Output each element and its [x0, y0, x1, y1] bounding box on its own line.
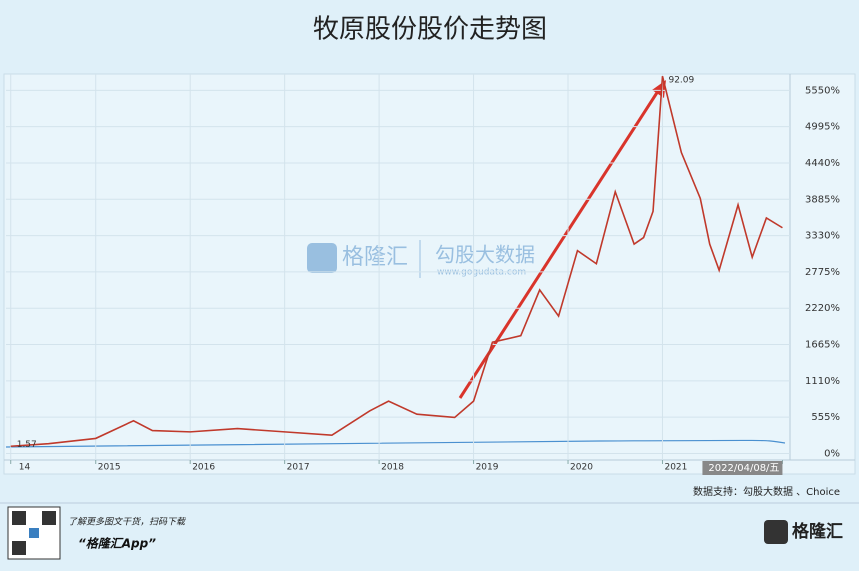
y-tick-label: 3885% [805, 194, 840, 205]
y-tick-label: 3330% [805, 231, 840, 242]
logo-box [764, 520, 788, 544]
promo-text: 了解更多图文干货，扫码下载 [68, 517, 186, 528]
x-tick-label: 14 [19, 463, 31, 473]
plot-panel [3, 73, 856, 475]
date-box [702, 461, 783, 475]
footer-logo: 格隆汇 [792, 521, 843, 542]
y-tick-label: 1665% [805, 340, 840, 351]
qr-corner [12, 511, 26, 525]
source: 数据支持：勾股大数据 、Choice [693, 485, 840, 498]
x-tick-label: 2020 [570, 463, 593, 473]
y-tick-label: 555% [811, 412, 840, 423]
y-tick-label: 2775% [805, 267, 840, 278]
x-tick-label: 2017 [287, 463, 310, 473]
qr-logo [29, 528, 39, 538]
x-tick-label: 2021 [664, 463, 687, 473]
trend-arrow [458, 87, 662, 399]
y-tick-label: 5550% [805, 85, 840, 96]
x-tick-label: 2016 [192, 463, 215, 473]
chart-title: 牧原股份股价走势图 [313, 15, 547, 45]
x-tick-label: 2022/04/08/五 [708, 463, 779, 474]
x-tick-label: 2019 [476, 463, 499, 473]
annotation: 92.09 [668, 76, 694, 86]
x-tick-label: 2015 [98, 463, 121, 473]
y-tick-label: 1110% [805, 376, 840, 387]
y-tick-label: 2220% [805, 303, 840, 314]
price-line [10, 76, 783, 448]
qr-corner [42, 511, 56, 525]
watermark-data-brand: 勾股大数据 [435, 243, 535, 267]
logo-box [307, 243, 337, 273]
qr-corner [12, 541, 26, 555]
y-tick-label: 4995% [805, 122, 840, 133]
watermark: 格隆汇 勾股大数据 www.gogudata.com [307, 240, 535, 278]
watermark-brand: 格隆汇 [342, 245, 408, 270]
y-tick-label: 0% [824, 448, 840, 459]
app-name: “格隆汇App” [78, 537, 156, 551]
y-tick-label: 4440% [805, 158, 840, 169]
watermark-url: www.gogudata.com [437, 268, 526, 278]
x-tick-label: 2018 [381, 463, 404, 473]
annotation: 1.57 [17, 440, 37, 450]
